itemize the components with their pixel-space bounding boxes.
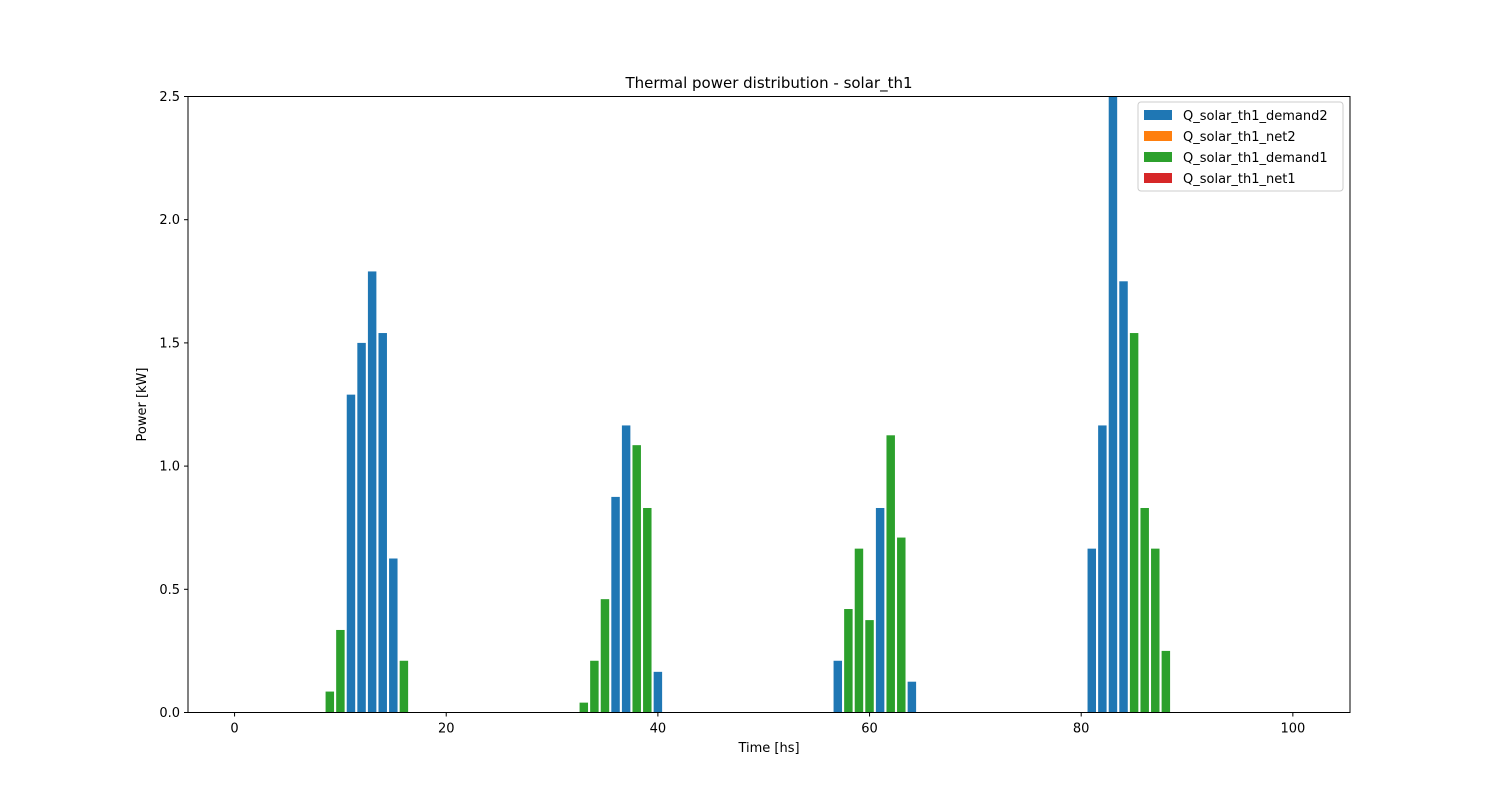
legend-box bbox=[1137, 101, 1344, 192]
bar-Q_solar_th1_demand2-64 bbox=[907, 681, 917, 713]
x-tick-label: 40 bbox=[650, 722, 667, 737]
x-axis: 0 20 40 60 80 100 bbox=[230, 712, 1305, 737]
bar-Q_solar_th1_demand1-10 bbox=[336, 629, 345, 713]
bar-Q_solar_th1_demand1-58 bbox=[844, 609, 853, 713]
legend-swatch bbox=[1144, 131, 1172, 141]
bar-Q_solar_th1_demand1-39 bbox=[643, 507, 652, 713]
legend-label: Q_solar_th1_demand1 bbox=[1183, 151, 1328, 166]
bar-Q_solar_th1_demand1-87 bbox=[1151, 548, 1160, 713]
bar-Q_solar_th1_demand2-83 bbox=[1108, 96, 1118, 713]
y-tick-label: 1.5 bbox=[159, 336, 180, 351]
bar-Q_solar_th1_demand1-35 bbox=[600, 599, 610, 713]
y-tick-label: 2.0 bbox=[159, 213, 180, 228]
legend-swatch bbox=[1144, 110, 1172, 120]
y-tick-label: 0.0 bbox=[159, 706, 180, 721]
bar-Q_solar_th1_demand1-85 bbox=[1129, 333, 1139, 713]
bar-Q_solar_th1_demand2-13 bbox=[367, 271, 377, 713]
bar-Q_solar_th1_demand2-11 bbox=[346, 394, 356, 713]
bar-Q_solar_th1_demand1-88 bbox=[1161, 650, 1171, 713]
bar-Q_solar_th1_demand1-16 bbox=[399, 660, 409, 713]
legend-label: Q_solar_th1_demand2 bbox=[1183, 109, 1328, 124]
legend-swatch bbox=[1144, 152, 1172, 162]
x-axis-label: Time [hs] bbox=[737, 741, 799, 756]
bar-Q_solar_th1_demand1-38 bbox=[632, 445, 641, 713]
y-axis: 0.0 0.5 1.0 1.5 2.0 2.5 bbox=[159, 90, 188, 721]
bars-layer bbox=[325, 96, 1171, 713]
bar-Q_solar_th1_demand1-62 bbox=[886, 435, 895, 713]
bar-Q_solar_th1_demand2-12 bbox=[357, 342, 366, 713]
bar-Q_solar_th1_demand1-33 bbox=[579, 702, 589, 713]
y-tick-label: 0.5 bbox=[159, 583, 180, 598]
legend-label: Q_solar_th1_net1 bbox=[1183, 172, 1296, 187]
bar-Q_solar_th1_demand2-57 bbox=[833, 660, 843, 713]
bar-Q_solar_th1_demand2-37 bbox=[621, 425, 631, 713]
bar-Q_solar_th1_demand2-15 bbox=[389, 558, 398, 713]
bar-Q_solar_th1_demand1-63 bbox=[897, 537, 906, 713]
bar-Q_solar_th1_demand2-40 bbox=[653, 671, 663, 713]
bar-Q_solar_th1_demand1-60 bbox=[865, 620, 874, 713]
bar-Q_solar_th1_demand1-9 bbox=[325, 691, 335, 713]
y-tick-label: 1.0 bbox=[159, 460, 180, 475]
bar-Q_solar_th1_demand2-81 bbox=[1087, 548, 1097, 713]
x-tick-label: 60 bbox=[861, 722, 878, 737]
legend-label: Q_solar_th1_net2 bbox=[1183, 130, 1296, 145]
bar-Q_solar_th1_demand2-36 bbox=[611, 496, 620, 713]
bar-Q_solar_th1_demand1-34 bbox=[590, 660, 599, 713]
bar-Q_solar_th1_demand2-61 bbox=[875, 507, 885, 713]
bar-Q_solar_th1_demand2-82 bbox=[1098, 425, 1107, 713]
bar-Q_solar_th1_demand2-84 bbox=[1119, 281, 1128, 713]
bar-Q_solar_th1_demand2-14 bbox=[378, 333, 387, 713]
x-tick-label: 20 bbox=[438, 722, 455, 737]
y-axis-label: Power [kW] bbox=[135, 368, 150, 442]
y-tick-label: 2.5 bbox=[159, 90, 180, 105]
x-tick-label: 100 bbox=[1280, 722, 1305, 737]
legend: Q_solar_th1_demand2 Q_solar_th1_net2 Q_sol… bbox=[1137, 101, 1344, 192]
bar-Q_solar_th1_demand1-86 bbox=[1140, 507, 1149, 713]
bar-Q_solar_th1_demand1-59 bbox=[854, 548, 864, 713]
plot-frame bbox=[187, 96, 1351, 713]
legend-swatch bbox=[1144, 173, 1172, 183]
x-tick-label: 80 bbox=[1073, 722, 1090, 737]
x-tick-label: 0 bbox=[230, 722, 238, 737]
chart-title: Thermal power distribution - solar_th1 bbox=[624, 74, 912, 93]
